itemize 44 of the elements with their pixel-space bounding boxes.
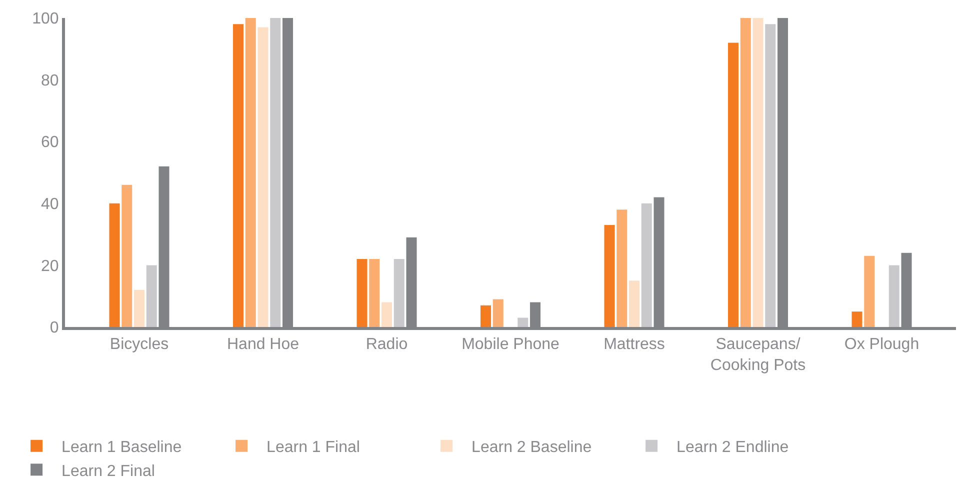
bar [245,18,256,327]
x-tick-label: Mobile Phone [462,336,560,354]
bar [356,259,368,327]
bar [604,225,615,327]
bar [381,302,392,327]
x-tick-label: Ox Plough [844,336,920,354]
bar [888,265,900,327]
bar [628,280,640,327]
y-tick-label: 60 [41,134,59,152]
legend-label: Learn 2 Baseline [472,439,592,456]
x-tick-label: Radio [366,336,408,354]
y-tick-label: 0 [50,320,59,337]
y-tick-label: 40 [41,196,59,213]
bar [752,18,764,327]
bar [109,203,120,327]
x-tick-label: Bicycles [110,336,169,354]
bar [122,184,132,327]
y-tick-label: 20 [41,258,59,275]
bar [852,312,862,327]
y-tick-label: 100 [32,10,59,28]
bar [394,259,404,327]
bar [480,305,492,327]
bar [641,203,652,327]
bar [518,318,528,327]
bar [740,18,751,327]
legend-label: Learn 2 Endline [676,439,789,456]
legend-label: Learn 1 Final [266,439,360,456]
x-tick-label: Saucepans/ Cooking Pots [710,336,806,374]
bar [134,290,145,327]
bar [728,42,739,327]
bar [369,259,380,327]
y-tick-label: 80 [41,72,59,90]
x-tick-label: Mattress [604,336,665,354]
bar [146,265,157,327]
bar [765,24,776,327]
x-tick-label: Hand Hoe [226,336,300,354]
bar [258,27,268,327]
bar [492,299,504,327]
legend-label: Learn 2 Final [62,462,155,480]
bar [864,256,875,327]
bar [232,24,244,327]
bar [270,18,281,327]
legend-label: Learn 1 Baseline [62,439,182,456]
bar [616,210,628,327]
